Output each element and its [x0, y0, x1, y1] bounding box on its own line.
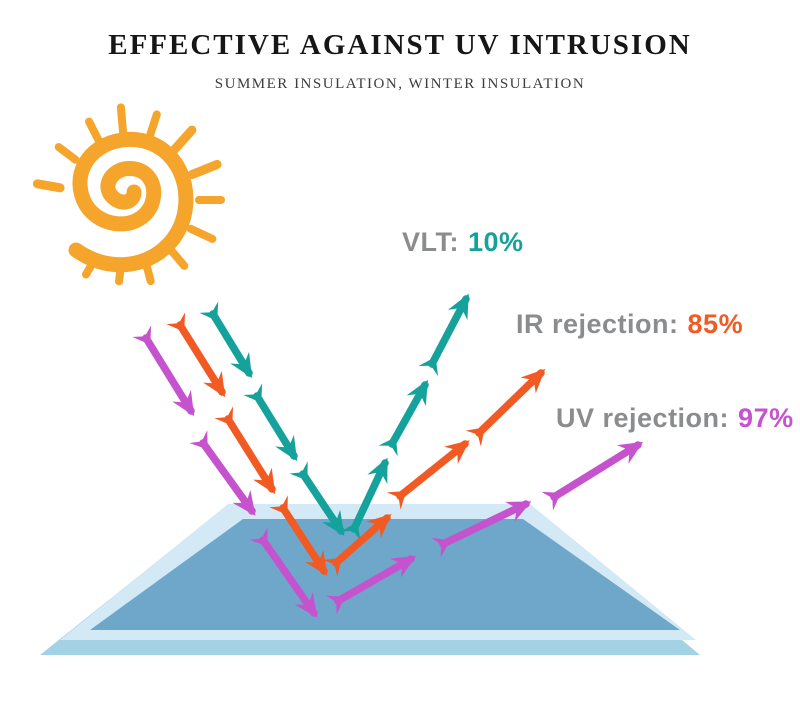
arrow-segment: [249, 527, 318, 618]
page-subtitle: SUMMER INSULATION, WINTER INSULATION: [214, 75, 586, 92]
arrow-segment: [378, 379, 429, 457]
infrared-reflected-arrows: [322, 368, 546, 577]
arrow-segment: [132, 325, 195, 417]
sun-ray: [82, 253, 100, 279]
ir-rejection-label-text: IR rejection:: [516, 309, 679, 339]
sun-ray: [85, 117, 104, 146]
sun-ray: [186, 224, 217, 243]
uv-reflected-arrows: [325, 441, 644, 615]
arrow-segment: [243, 383, 298, 462]
arrow-segment: [214, 406, 276, 495]
header: EFFECTIVE AGAINST UV INTRUSION SUMMER IN…: [0, 0, 800, 93]
sun-ray: [116, 103, 128, 139]
uv-incoming-arrows: [132, 325, 318, 618]
page-title: EFFECTIVE AGAINST UV INTRUSION: [108, 29, 692, 61]
sun-ray: [115, 259, 126, 286]
sun-ray: [167, 246, 189, 270]
arrow-segment: [199, 301, 253, 379]
sun-icon: [32, 103, 225, 286]
arrow-segment: [325, 555, 417, 615]
arrow-segment: [166, 312, 226, 398]
arrow-segment: [322, 514, 392, 577]
uv-rejection-value: 97%: [738, 403, 794, 433]
sun-ray: [187, 159, 222, 180]
uv-rejection-label-text: UV rejection:: [556, 403, 730, 433]
ir-rejection-value: 85%: [687, 309, 744, 339]
sun-ray: [168, 125, 197, 156]
sun-ray: [145, 110, 161, 142]
arrow-segment: [431, 500, 532, 558]
arrow-segment: [386, 440, 470, 510]
arrow-segment: [189, 430, 256, 516]
uv-rejection-label: UV rejection: 97%: [556, 403, 794, 434]
sun-ray: [141, 257, 155, 286]
vlt-value: 10%: [468, 227, 524, 257]
arrow-segment: [418, 293, 470, 377]
visible-light-reflected-arrows: [340, 293, 470, 541]
arrow-segment: [465, 368, 546, 447]
sun-ray: [54, 143, 80, 164]
ir-rejection-label: IR rejection: 85%: [516, 309, 743, 340]
vlt-label: VLT: 10%: [402, 227, 524, 258]
arrow-segment: [541, 441, 644, 511]
sun-ray: [32, 179, 65, 193]
vlt-label-text: VLT:: [402, 227, 459, 257]
